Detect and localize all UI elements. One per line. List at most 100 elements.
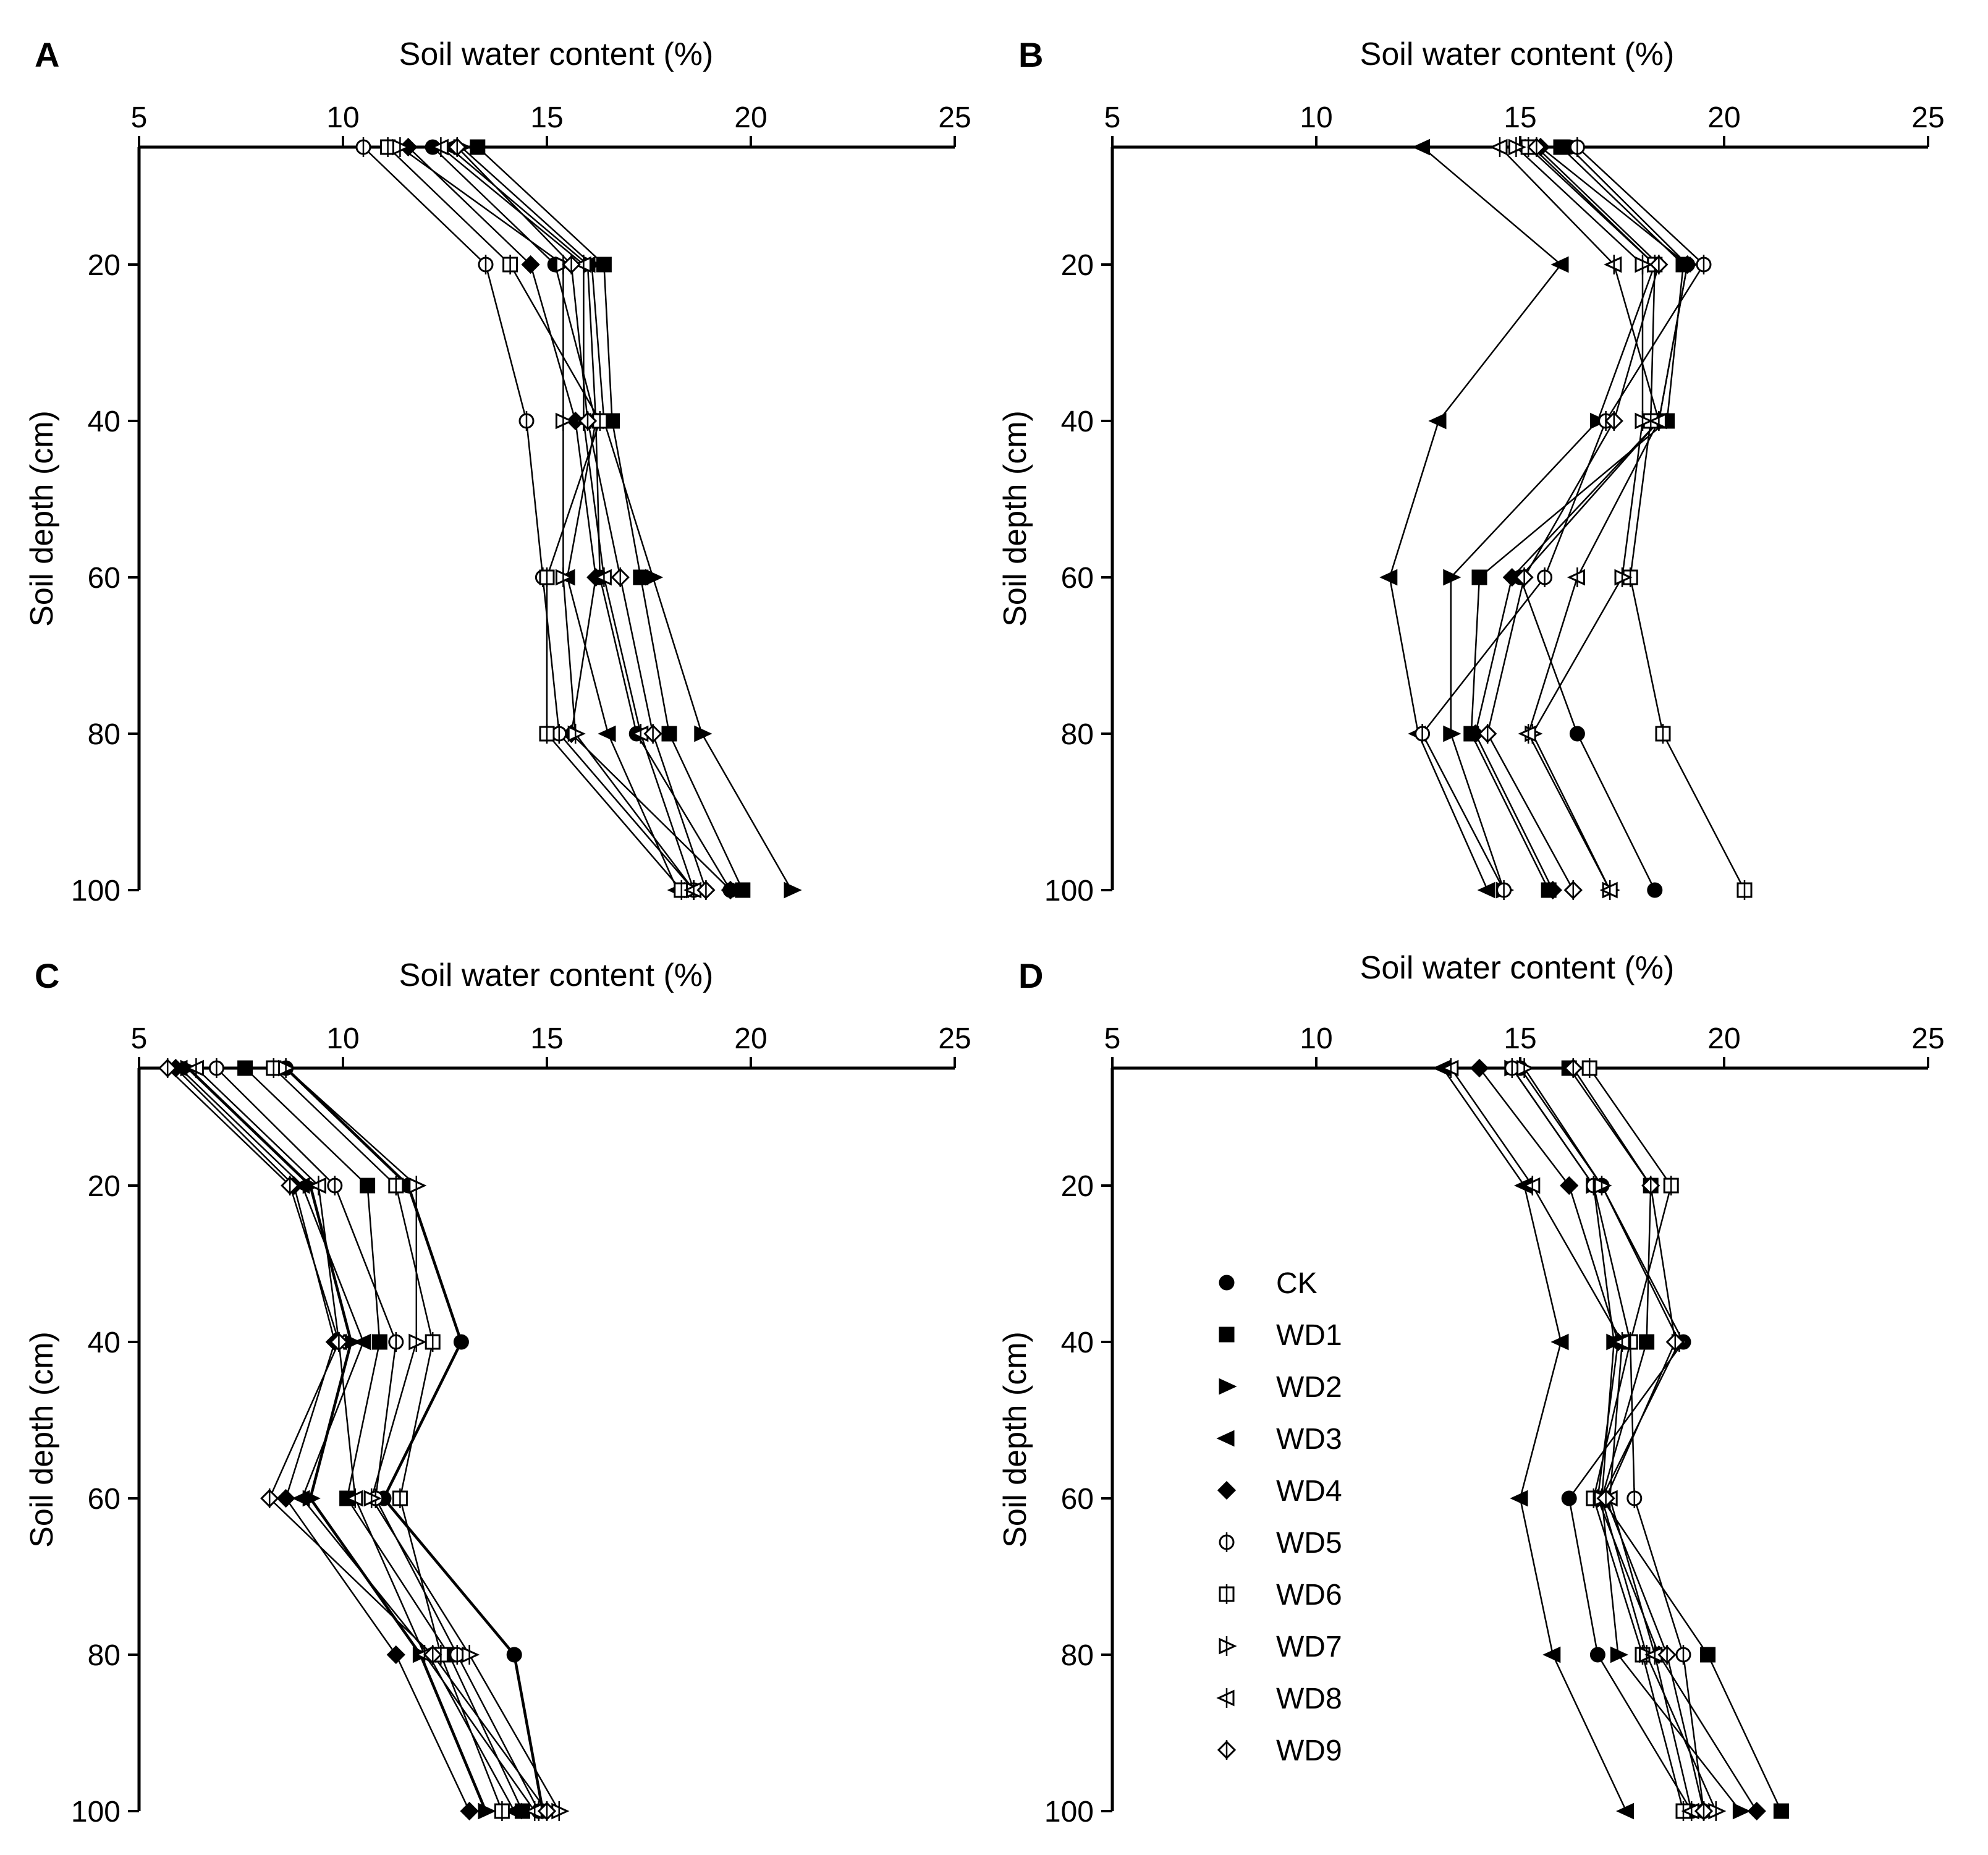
x-tick-label: 25	[938, 101, 971, 134]
series-line-wd8	[440, 146, 695, 891]
y-tick-label: 100	[1044, 1796, 1094, 1828]
panel-b: B Soil water content (%) Soil depth (cm) 5 1…	[997, 35, 1945, 907]
y-tick-label: 20	[1061, 1170, 1094, 1203]
series-line-wd8	[1499, 146, 1660, 891]
series-line-ck	[432, 146, 732, 891]
y-tick-label: 40	[1061, 405, 1094, 438]
y-axis-title: Soil depth (cm)	[997, 410, 1033, 627]
point-wd4	[1678, 255, 1697, 274]
series-line-wd2	[460, 146, 793, 891]
point-wd4	[386, 1645, 405, 1665]
legend-label-wd1: WD1	[1276, 1319, 1342, 1352]
point-wd3	[1477, 881, 1495, 899]
point-wd4	[521, 255, 540, 274]
y-tick-label: 80	[1061, 1639, 1094, 1672]
y-tick-label: 100	[1044, 875, 1094, 907]
x-tick-label: 20	[1707, 101, 1740, 134]
series-line-wd7	[1515, 146, 1644, 891]
point-wd3	[1542, 1646, 1561, 1663]
point-wd1	[1639, 1334, 1655, 1350]
x-tick-label: 15	[530, 101, 563, 134]
x-tick-label: 5	[1104, 101, 1121, 134]
series-line-wd9	[167, 1068, 548, 1812]
point-wd2	[1443, 725, 1461, 742]
series-line-wd5	[1511, 1068, 1705, 1812]
series-line-wd3	[448, 146, 679, 891]
x-tick-label: 5	[131, 1022, 148, 1055]
x-tick-label: 5	[131, 101, 148, 134]
series-line-wd5	[1421, 146, 1705, 891]
panel-a: A Soil water content (%) Soil depth (cm) 5 1…	[24, 35, 971, 907]
point-wd3	[1550, 256, 1569, 273]
x-tick-label: 10	[326, 101, 359, 134]
point-wd1	[661, 726, 677, 742]
x-tick-label: 10	[1300, 101, 1332, 134]
legend-marker-wd2	[1219, 1378, 1237, 1395]
legend: CK WD1 WD2 WD3 WD4 WD5 WD6 WD7 WD8 WD9	[1216, 1267, 1342, 1767]
y-axis-title: Soil depth (cm)	[24, 1331, 60, 1548]
x-axis-title: Soil water content (%)	[1360, 950, 1675, 986]
point-ck	[506, 1647, 522, 1663]
point-wd4	[1502, 567, 1521, 587]
point-ck	[1569, 726, 1585, 742]
point-wd4	[1747, 1801, 1766, 1821]
series-line-wd4	[407, 146, 731, 891]
series-line-wd9	[456, 146, 707, 891]
point-wd4	[460, 1801, 479, 1821]
y-tick-label: 20	[88, 1170, 121, 1203]
series-line-wd6	[1528, 146, 1746, 891]
series-line-wd9	[1486, 146, 1660, 891]
point-ck	[453, 1334, 469, 1350]
series-line-wd6	[387, 146, 682, 891]
x-tick-label: 25	[1911, 1022, 1944, 1055]
x-tick-label: 5	[1104, 1022, 1121, 1055]
series-line-wd4	[1474, 146, 1688, 891]
panel-d: D Soil water content (%) Soil depth (cm) 5 1…	[997, 950, 1945, 1828]
x-tick-label: 20	[734, 1022, 767, 1055]
series-line-wd2	[1511, 1068, 1741, 1812]
point-wd2	[478, 1802, 496, 1820]
point-wd4	[1466, 724, 1485, 744]
series-line-ck	[1519, 146, 1688, 891]
x-tick-label: 20	[734, 101, 767, 134]
series-line-wd2	[187, 1067, 488, 1812]
point-wd4	[276, 1488, 295, 1508]
legend-label-wd9: WD9	[1276, 1734, 1342, 1767]
series-line-ck	[285, 1067, 544, 1812]
y-tick-label: 60	[1061, 562, 1094, 595]
series-line-wd9	[1572, 1068, 1705, 1812]
point-wd2	[645, 569, 664, 586]
point-wd3	[1411, 138, 1431, 156]
point-wd3	[353, 1333, 371, 1351]
point-wd3	[504, 1802, 522, 1820]
x-axis-title: Soil water content (%)	[1360, 36, 1675, 72]
y-tick-label: 80	[1061, 718, 1094, 751]
legend-label-wd5: WD5	[1276, 1527, 1342, 1560]
point-wd2	[784, 881, 802, 899]
x-tick-label: 25	[1911, 101, 1944, 134]
series-line-wd3	[179, 1068, 515, 1812]
series-line-wd4	[1479, 1068, 1757, 1812]
point-wd2	[1443, 569, 1461, 586]
y-tick-label: 100	[71, 875, 121, 907]
legend-label-wd8: WD8	[1276, 1683, 1342, 1715]
point-wd1	[360, 1178, 376, 1194]
x-tick-label: 15	[1504, 1022, 1536, 1055]
point-wd2	[1732, 1802, 1751, 1820]
x-tick-label: 10	[1300, 1022, 1332, 1055]
series-line-wd5	[216, 1068, 539, 1812]
point-wd4	[1543, 880, 1562, 900]
y-tick-label: 20	[88, 249, 121, 282]
point-wd1	[1773, 1803, 1789, 1819]
point-wd3	[1615, 1802, 1635, 1820]
series-line-wd3	[1442, 1068, 1627, 1812]
y-tick-label: 40	[1061, 1327, 1094, 1359]
y-tick-label: 60	[1061, 1483, 1094, 1516]
point-wd1	[1700, 1647, 1716, 1663]
legend-label-ck: CK	[1276, 1267, 1318, 1300]
series-line-wd5	[363, 146, 695, 891]
series-line-wd7	[399, 146, 695, 891]
point-wd1	[237, 1060, 253, 1076]
panel-letter: D	[1018, 956, 1043, 995]
